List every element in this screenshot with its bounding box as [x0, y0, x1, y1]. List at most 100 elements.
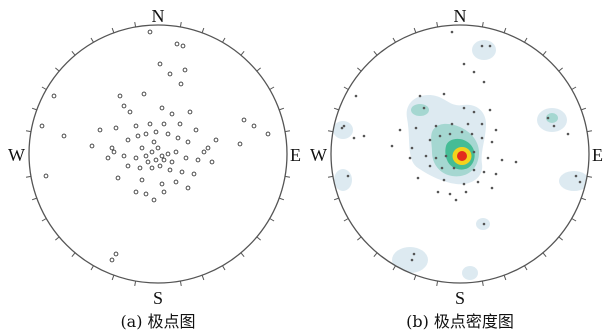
pole-marker — [145, 159, 151, 165]
panel-a-south-label: S — [153, 288, 163, 308]
pole-marker — [490, 186, 494, 190]
pole-marker — [39, 123, 45, 129]
pole-marker — [159, 153, 165, 159]
pole-marker — [466, 122, 470, 126]
pole-marker — [147, 29, 153, 35]
tick-mark — [481, 21, 484, 28]
pole-marker — [111, 149, 117, 155]
pole-marker — [151, 139, 157, 145]
pole-marker — [440, 166, 444, 170]
pole-marker — [494, 128, 498, 132]
pole-marker — [173, 149, 179, 155]
pole-marker — [410, 146, 414, 150]
pole-marker — [265, 131, 271, 137]
panel-a-east-label: E — [290, 145, 301, 165]
tick-mark — [586, 130, 593, 133]
pole-marker — [482, 170, 486, 174]
pole-marker — [494, 172, 498, 176]
pole-marker — [149, 165, 155, 171]
pole-marker — [174, 41, 180, 47]
pole-marker — [193, 127, 199, 133]
pole-marker — [476, 180, 480, 184]
pole-marker — [362, 134, 366, 138]
panel-b-north-label: N — [454, 6, 467, 26]
pole-marker — [480, 122, 484, 126]
pole-marker — [251, 123, 257, 129]
pole-marker — [514, 160, 518, 164]
pole-marker — [448, 192, 452, 196]
tick-mark — [413, 275, 417, 281]
panel-b-low-density-patches — [333, 40, 589, 280]
tick-mark — [571, 218, 577, 222]
pole-marker — [213, 137, 219, 143]
pole-marker — [169, 159, 175, 165]
pole-marker — [195, 157, 201, 163]
tick-mark — [503, 275, 507, 281]
pole-marker — [486, 156, 490, 160]
pole-marker — [480, 44, 484, 48]
tick-mark — [357, 236, 362, 241]
tick-mark — [571, 86, 577, 90]
pole-marker — [161, 121, 167, 127]
pole-marker — [43, 173, 49, 179]
tick-mark — [201, 27, 205, 33]
pole-marker — [177, 121, 183, 127]
pole-marker — [185, 185, 191, 191]
tick-mark — [503, 27, 507, 33]
tick-mark — [373, 51, 378, 56]
pole-marker — [175, 135, 181, 141]
pole-marker — [159, 181, 165, 187]
pole-marker — [424, 154, 428, 158]
panel-b-west-label: W — [310, 145, 327, 165]
pole-marker — [51, 93, 57, 99]
panel-b-density-contours — [333, 40, 589, 280]
pole-marker — [178, 81, 184, 87]
tick-mark — [343, 218, 349, 222]
tick-mark — [71, 252, 76, 257]
panel-a-pole-plot: N S E W (a) 极点图 — [8, 6, 301, 331]
pole-marker — [418, 94, 422, 98]
tick-mark — [327, 175, 334, 178]
tick-mark — [558, 67, 563, 72]
tick-mark — [31, 107, 37, 111]
pole-marker — [165, 151, 171, 157]
tick-mark — [542, 252, 547, 257]
tick-mark — [327, 130, 334, 133]
pole-marker — [155, 145, 161, 151]
pole-marker — [472, 70, 476, 74]
panel-b-caption: (b) 极点密度图 — [406, 312, 514, 331]
pole-marker — [462, 106, 466, 110]
pole-marker — [237, 141, 243, 147]
tick-mark — [222, 37, 226, 43]
pole-marker — [472, 150, 476, 154]
tick-mark — [436, 21, 439, 28]
pole-marker — [472, 110, 476, 114]
pole-marker — [472, 168, 476, 172]
tick-mark — [31, 197, 37, 201]
panel-a-north-label: N — [152, 6, 165, 26]
pole-marker — [147, 121, 153, 127]
tick-mark — [343, 86, 349, 90]
pole-marker — [428, 138, 432, 142]
pole-marker — [149, 149, 155, 155]
pole-marker — [398, 128, 402, 132]
pole-marker — [113, 251, 119, 257]
pole-marker — [448, 132, 452, 136]
pole-marker — [179, 169, 185, 175]
pole-marker — [109, 257, 115, 263]
tick-mark — [41, 218, 47, 222]
tick-mark — [284, 130, 291, 133]
pole-marker — [143, 191, 149, 197]
tick-mark — [392, 265, 396, 271]
pole-marker — [191, 171, 197, 177]
pole-marker — [480, 136, 484, 140]
tick-mark — [90, 37, 94, 43]
pole-marker — [153, 129, 159, 135]
pole-marker — [546, 116, 550, 120]
pole-marker — [165, 131, 171, 137]
pole-marker — [408, 156, 412, 160]
pole-marker — [125, 163, 131, 169]
pole-marker — [139, 177, 145, 183]
pole-marker — [464, 190, 468, 194]
